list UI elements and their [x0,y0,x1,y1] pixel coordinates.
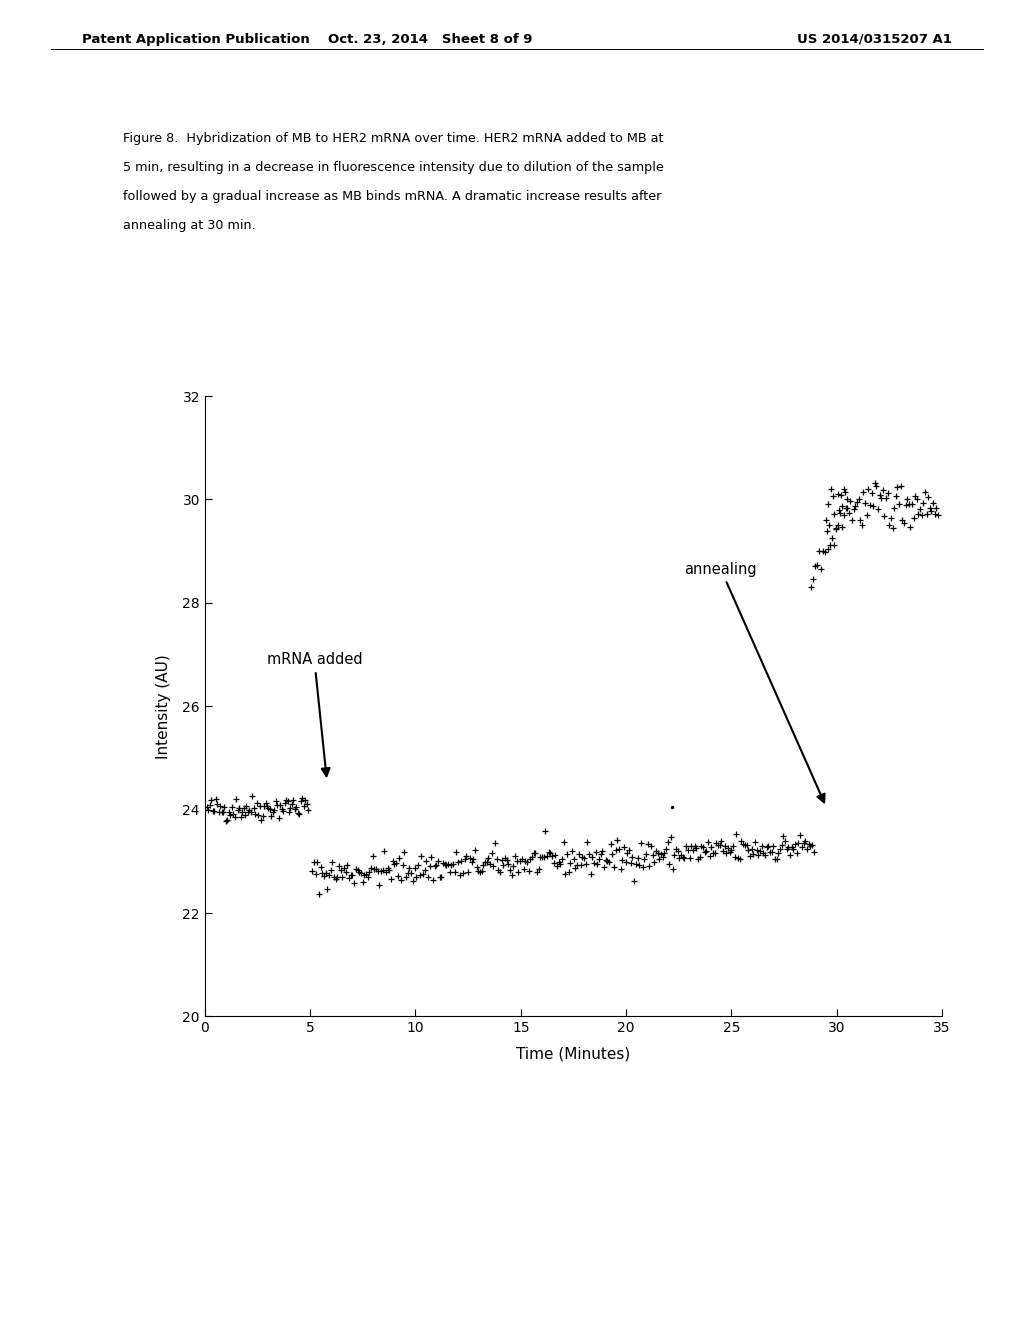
X-axis label: Time (Minutes): Time (Minutes) [516,1047,631,1061]
Text: annealing: annealing [685,562,824,803]
Text: Patent Application Publication: Patent Application Publication [82,33,309,46]
Text: mRNA added: mRNA added [266,652,362,776]
Text: annealing at 30 min.: annealing at 30 min. [123,219,256,232]
Y-axis label: Intensity (AU): Intensity (AU) [157,653,171,759]
Text: Figure 8.  Hybridization of MB to HER2 mRNA over time. HER2 mRNA added to MB at: Figure 8. Hybridization of MB to HER2 mR… [123,132,664,145]
Text: US 2014/0315207 A1: US 2014/0315207 A1 [798,33,952,46]
Text: Oct. 23, 2014   Sheet 8 of 9: Oct. 23, 2014 Sheet 8 of 9 [328,33,532,46]
Text: followed by a gradual increase as MB binds mRNA. A dramatic increase results aft: followed by a gradual increase as MB bin… [123,190,662,203]
Text: 5 min, resulting in a decrease in fluorescence intensity due to dilution of the : 5 min, resulting in a decrease in fluore… [123,161,664,174]
